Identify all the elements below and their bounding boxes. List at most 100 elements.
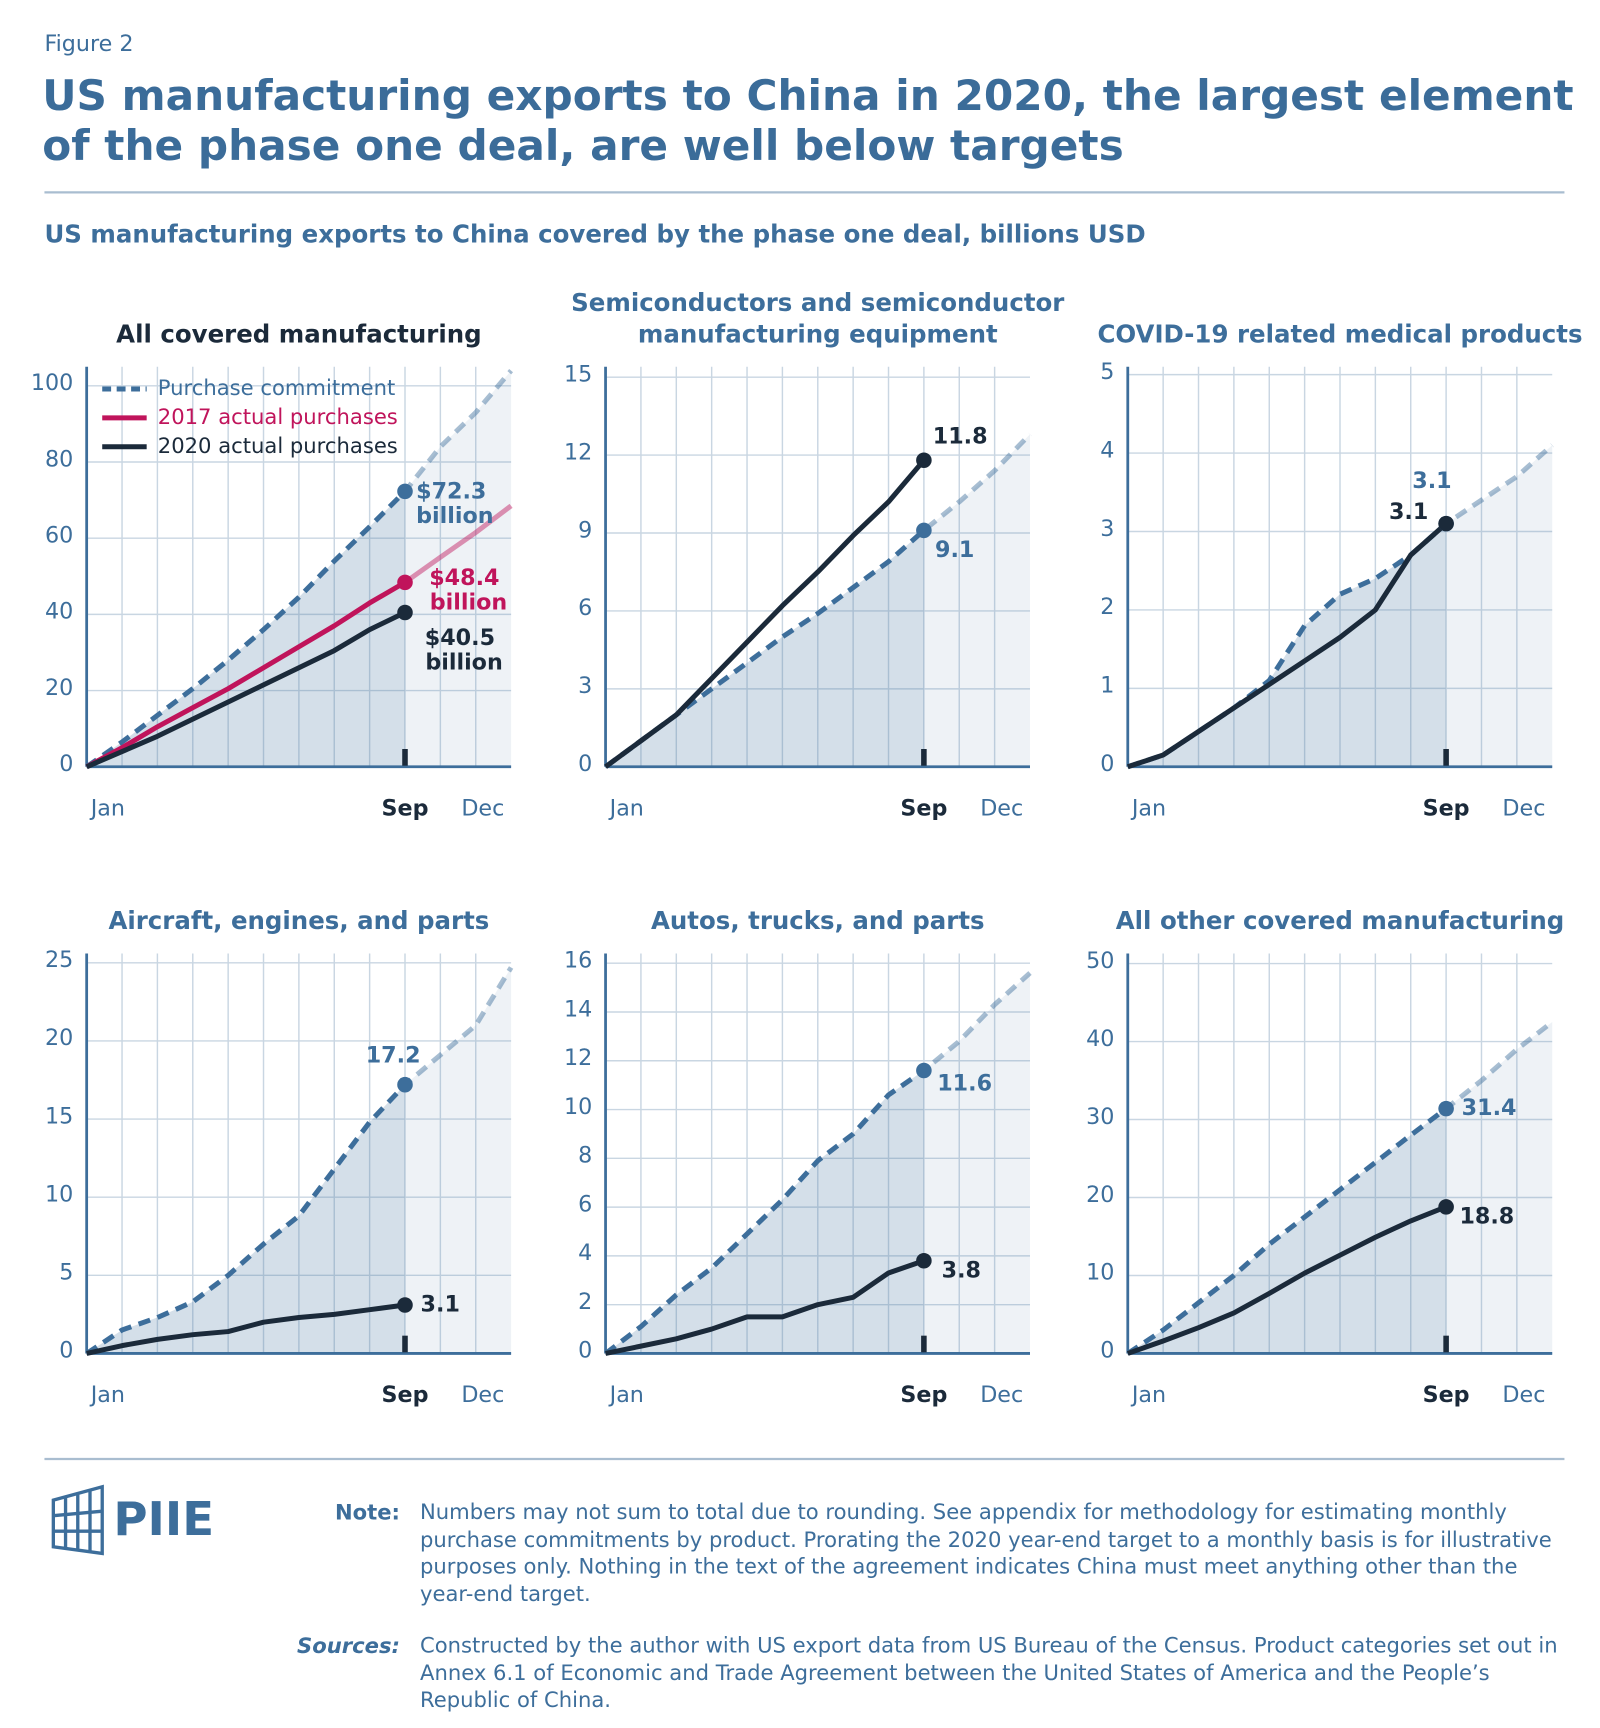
- y-tick-label: 0: [578, 751, 592, 777]
- line: [85, 610, 407, 770]
- line: [85, 503, 513, 769]
- legend-label: Purchase commitment: [158, 375, 396, 400]
- y-tick-label: 6: [578, 1191, 592, 1217]
- chart-title: Autos, trucks, and parts: [650, 907, 985, 936]
- line: [604, 971, 1032, 1356]
- y-tick-label: 3: [578, 673, 592, 699]
- value-label: 11.6: [937, 1070, 992, 1096]
- chart-title: All other covered manufacturing: [1115, 907, 1565, 936]
- note-box: Numbers may not sum to total due to roun…: [420, 1500, 1552, 1607]
- y-tick-label: 0: [59, 1338, 73, 1364]
- point: [397, 1076, 413, 1093]
- chart-title-box: All covered manufacturing: [116, 321, 482, 349]
- y-tick-label: 2: [578, 1289, 592, 1315]
- x-tick-label: Dec: [461, 796, 504, 822]
- value-label: 18.8: [1459, 1203, 1514, 1229]
- value-label: $40.5 billion: [425, 625, 503, 675]
- chart-title-box: Autos, trucks, and parts: [650, 907, 985, 936]
- value-label: 3.1: [421, 1292, 460, 1318]
- y-tick-label: 14: [564, 996, 592, 1022]
- line: [1126, 1020, 1554, 1356]
- y-tick-label: 15: [564, 361, 592, 387]
- y-tick-label: 0: [578, 1338, 592, 1364]
- chart-title-box: COVID-19 related medical products: [1097, 321, 1582, 349]
- y-tick-label: 10: [45, 1181, 73, 1207]
- y-tick-label: 40: [45, 599, 73, 625]
- note-text: Numbers may not sum to total due to roun…: [420, 1500, 1552, 1607]
- value-label: 3.8: [942, 1257, 981, 1283]
- y-tick-label: 20: [1086, 1182, 1114, 1208]
- point: [397, 483, 413, 500]
- y-tick-label: 0: [1100, 751, 1114, 777]
- title: US manufacturing exports to China in 202…: [42, 71, 1574, 171]
- x-tick-label: Sep: [382, 796, 429, 822]
- x-tick-label: Dec: [1502, 1382, 1545, 1408]
- x-tick-label: Jan: [1130, 796, 1166, 822]
- value-label: 3.1: [1389, 499, 1428, 525]
- y-tick-label: 5: [1100, 359, 1114, 385]
- value-label: $48.4 billion: [429, 564, 507, 614]
- chart-title-box: All other covered manufacturing: [1115, 907, 1565, 936]
- y-tick-label: 6: [578, 595, 592, 621]
- y-tick-label: 0: [1100, 1338, 1114, 1364]
- y-tick-label: 9: [578, 517, 592, 543]
- point: [1438, 1100, 1454, 1117]
- y-tick-label: 0: [59, 751, 73, 777]
- y-tick-label: 2: [1100, 594, 1114, 620]
- area: [605, 434, 1030, 767]
- sources-label: Sources:: [297, 1633, 400, 1658]
- area: [86, 967, 512, 1354]
- area: [86, 370, 512, 767]
- value-label: 17.2: [366, 1042, 421, 1068]
- title-box: US manufacturing exports to China in 202…: [42, 71, 1574, 171]
- point: [1438, 1199, 1454, 1215]
- sources-text: Constructed by the author with US export…: [420, 1633, 1558, 1713]
- x-tick-label: Sep: [382, 1382, 429, 1408]
- value-label: 9.1: [935, 537, 974, 563]
- x-tick-label: Sep: [1423, 1382, 1470, 1408]
- point: [916, 1062, 932, 1079]
- value-label: $72.3 billion: [416, 478, 494, 528]
- chart-title: Aircraft, engines, and parts: [108, 907, 490, 936]
- y-tick-label: 30: [1086, 1104, 1114, 1130]
- x-tick-label: Jan: [1130, 1382, 1166, 1408]
- x-tick-label: Sep: [1423, 796, 1470, 822]
- line: [1126, 443, 1554, 770]
- x-tick-label: Sep: [900, 1382, 947, 1408]
- y-tick-label: 4: [578, 1240, 592, 1266]
- y-tick-label: 3: [1100, 516, 1114, 542]
- chart-title-box: Semiconductors and semiconductor manufac…: [571, 290, 1065, 349]
- chart-title: All covered manufacturing: [116, 321, 482, 349]
- x-tick-label: Dec: [461, 1382, 504, 1408]
- value-label: 3.1: [1412, 468, 1451, 494]
- value-label: 31.4: [1462, 1095, 1517, 1121]
- line: [85, 966, 514, 1356]
- area: [1127, 1022, 1553, 1354]
- y-tick-label: 40: [1086, 1026, 1114, 1052]
- point: [916, 1252, 932, 1269]
- y-tick-label: 10: [564, 1094, 592, 1120]
- x-tick-label: Dec: [1502, 796, 1545, 822]
- line: [604, 458, 926, 769]
- x-tick-label: Dec: [980, 796, 1023, 822]
- y-tick-label: 5: [59, 1260, 73, 1286]
- y-tick-label: 12: [564, 439, 592, 465]
- y-tick-label: 50: [1086, 948, 1114, 974]
- y-tick-label: 4: [1100, 437, 1114, 463]
- chart-title-box: Aircraft, engines, and parts: [108, 907, 490, 936]
- y-tick-label: 1: [1100, 673, 1114, 699]
- line: [85, 368, 514, 769]
- note-label: Note:: [335, 1499, 400, 1524]
- x-tick-label: Jan: [89, 796, 125, 822]
- point: [397, 604, 413, 621]
- sources-box: Constructed by the author with US export…: [420, 1633, 1558, 1713]
- x-tick-label: Jan: [608, 796, 644, 822]
- line: [1126, 521, 1448, 770]
- point: [397, 1297, 413, 1313]
- line: [86, 1302, 406, 1356]
- y-tick-label: 12: [564, 1045, 592, 1071]
- y-tick-label: 80: [45, 446, 73, 472]
- chart-title: Semiconductors and semiconductor manufac…: [571, 290, 1065, 349]
